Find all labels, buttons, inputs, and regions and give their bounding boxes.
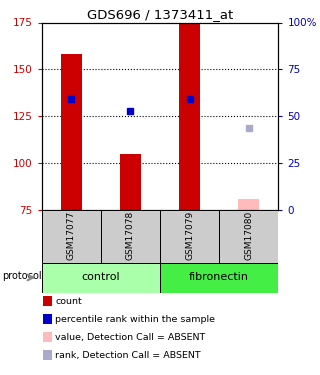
Bar: [61, 54, 82, 210]
Text: GSM17079: GSM17079: [185, 211, 194, 260]
Text: count: count: [55, 297, 82, 306]
Bar: [120, 154, 141, 210]
Text: value, Detection Call = ABSENT: value, Detection Call = ABSENT: [55, 333, 205, 342]
Text: rank, Detection Call = ABSENT: rank, Detection Call = ABSENT: [55, 351, 201, 360]
Text: percentile rank within the sample: percentile rank within the sample: [55, 315, 215, 324]
FancyBboxPatch shape: [42, 262, 160, 292]
Title: GDS696 / 1373411_at: GDS696 / 1373411_at: [87, 8, 233, 21]
Text: protocol: protocol: [2, 271, 42, 281]
FancyBboxPatch shape: [42, 210, 101, 262]
Text: control: control: [82, 273, 120, 282]
Text: GSM17080: GSM17080: [244, 211, 253, 260]
Bar: [179, 22, 200, 210]
FancyBboxPatch shape: [160, 262, 278, 292]
FancyBboxPatch shape: [160, 210, 219, 262]
FancyBboxPatch shape: [101, 210, 160, 262]
Text: GSM17078: GSM17078: [126, 211, 135, 260]
Text: fibronectin: fibronectin: [189, 273, 249, 282]
FancyBboxPatch shape: [219, 210, 278, 262]
Bar: [238, 199, 259, 210]
Text: GSM17077: GSM17077: [67, 211, 76, 260]
